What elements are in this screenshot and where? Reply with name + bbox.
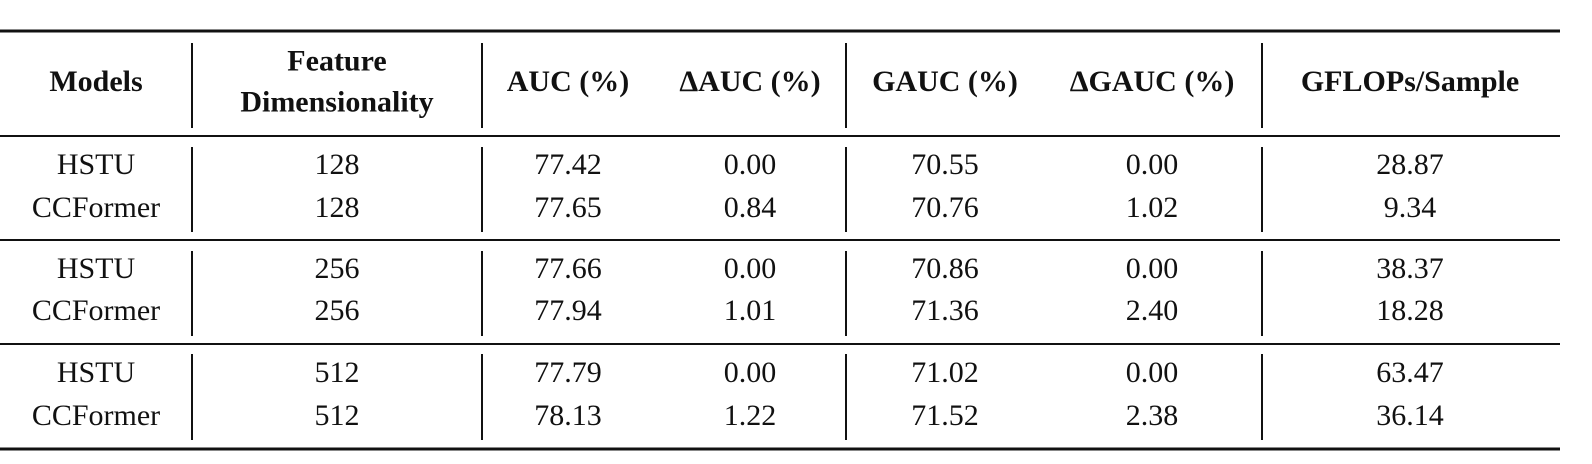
column-header: GAUC (%) — [872, 65, 1018, 98]
cell: 1.22 — [724, 399, 777, 432]
cell: 71.36 — [911, 294, 979, 327]
column-header: Dimensionality — [240, 85, 433, 118]
cell: 0.00 — [1126, 252, 1179, 285]
cell: CCFormer — [32, 191, 160, 224]
column-header: AUC (%) — [507, 65, 629, 98]
column-header: ΔGAUC (%) — [1070, 65, 1235, 98]
cell: 256 — [315, 294, 360, 327]
cell: 63.47 — [1376, 356, 1444, 389]
column-header: Models — [49, 65, 142, 98]
cell: 18.28 — [1376, 294, 1444, 327]
cell: CCFormer — [32, 294, 160, 327]
cell: 77.42 — [534, 148, 602, 181]
cell: 256 — [315, 252, 360, 285]
cell: CCFormer — [32, 399, 160, 432]
column-header: GFLOPs/Sample — [1301, 65, 1519, 98]
cell: 38.37 — [1376, 252, 1444, 285]
cell: 71.52 — [911, 399, 979, 432]
cell: 70.55 — [911, 148, 979, 181]
cell: 0.00 — [1126, 148, 1179, 181]
cell: 0.00 — [724, 356, 777, 389]
column-header: Feature — [287, 44, 386, 77]
cell: HSTU — [57, 356, 136, 389]
cell: 71.02 — [911, 356, 979, 389]
cell: 77.94 — [534, 294, 602, 327]
cell: 28.87 — [1376, 148, 1444, 181]
cell: 128 — [315, 148, 360, 181]
cell: 128 — [315, 191, 360, 224]
cell: 77.66 — [534, 252, 602, 285]
cell: 512 — [315, 399, 360, 432]
cell: 1.02 — [1126, 191, 1179, 224]
cell: 77.65 — [534, 191, 602, 224]
cell: 0.00 — [1126, 356, 1179, 389]
cell: 0.00 — [724, 252, 777, 285]
column-header: ΔAUC (%) — [679, 65, 820, 98]
cell: 512 — [315, 356, 360, 389]
cell: 0.84 — [724, 191, 777, 224]
cell: 70.86 — [911, 252, 979, 285]
cell: 0.00 — [724, 148, 777, 181]
cell: 2.40 — [1126, 294, 1179, 327]
cell: 1.01 — [724, 294, 777, 327]
cell: 78.13 — [534, 399, 602, 432]
cell: 9.34 — [1384, 191, 1437, 224]
cell: 70.76 — [911, 191, 979, 224]
cell: 77.79 — [534, 356, 602, 389]
cell: 36.14 — [1376, 399, 1444, 432]
cell: HSTU — [57, 148, 136, 181]
cell: HSTU — [57, 252, 136, 285]
cell: 2.38 — [1126, 399, 1179, 432]
